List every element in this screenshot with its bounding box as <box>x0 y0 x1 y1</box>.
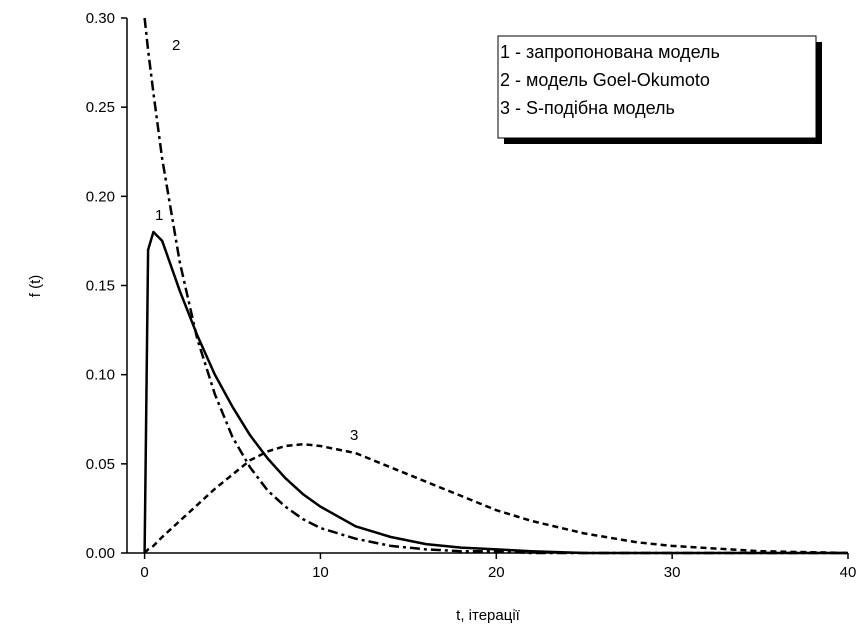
y-tick-label: 0.25 <box>86 99 115 116</box>
line-series <box>143 442 849 555</box>
y-tick-label: 0.05 <box>86 456 115 473</box>
y-tick-label: 0.30 <box>86 10 115 27</box>
x-tick-label: 40 <box>840 564 857 581</box>
legend-box <box>497 35 817 139</box>
curve-label: 2 <box>172 37 180 54</box>
y-tick-label: 0.10 <box>86 367 115 384</box>
legend-entry: 2 - модель Goel-Okumoto <box>500 70 710 90</box>
curve-label: 1 <box>155 207 163 224</box>
x-tick-label: 10 <box>312 564 329 581</box>
x-tick-label: 30 <box>664 564 681 581</box>
y-tick-label: 0.20 <box>86 188 115 205</box>
curve-label: 3 <box>350 427 358 444</box>
line-series <box>143 17 848 555</box>
legend-entry: 3 - S-подібна модель <box>500 98 675 118</box>
y-tick-label: 0.15 <box>86 278 115 295</box>
x-tick-label: 20 <box>488 564 505 581</box>
legend-entry: 1 - запропонована модель <box>500 42 720 62</box>
x-tick-label: 0 <box>140 564 148 581</box>
line-series <box>143 230 848 555</box>
legend: 1 - запропонована модель 2 - модель Goel-… <box>497 35 822 144</box>
y-axis-label: f (t) <box>27 275 44 298</box>
x-axis-label: t, ітерації <box>456 607 520 624</box>
y-tick-label: 0.00 <box>86 545 115 562</box>
